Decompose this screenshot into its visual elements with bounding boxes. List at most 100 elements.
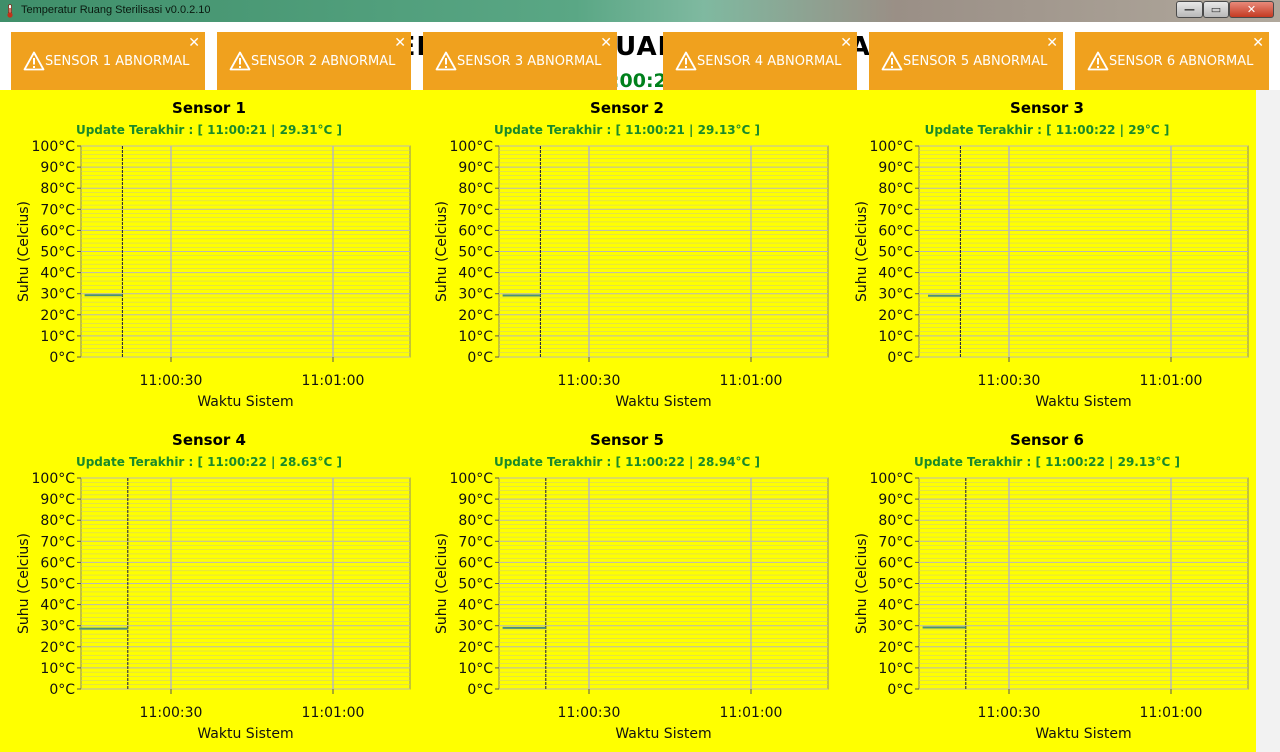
warning-triangle-icon <box>229 51 251 71</box>
alert-text: SENSOR 4 ABNORMAL <box>697 54 842 69</box>
y-tick-label: 0°C <box>467 682 493 698</box>
alert-sensor-3: SENSOR 3 ABNORMAL ✕ <box>423 32 617 90</box>
close-window-button[interactable]: ✕ <box>1229 1 1274 18</box>
chart-subtitle: Update Terakhir : [ 11:00:21 | 29.31°C ] <box>75 123 343 137</box>
close-alert-button[interactable]: ✕ <box>188 35 200 51</box>
y-axis-label: Suhu (Celcius) <box>16 533 32 634</box>
x-tick-label: 11:00:30 <box>978 373 1041 389</box>
y-tick-label: 20°C <box>40 640 75 656</box>
x-axis-label: Waktu Sistem <box>197 394 293 410</box>
title-bar[interactable]: Temperatur Ruang Sterilisasi v0.0.2.10 —… <box>0 0 1280 22</box>
y-tick-label: 10°C <box>458 661 493 677</box>
y-tick-label: 30°C <box>878 287 913 303</box>
y-tick-label: 60°C <box>878 223 913 239</box>
y-tick-label: 60°C <box>458 555 493 571</box>
y-tick-label: 20°C <box>878 640 913 656</box>
warning-triangle-icon <box>881 51 903 71</box>
y-tick-label: 80°C <box>878 513 913 529</box>
y-tick-label: 30°C <box>458 619 493 635</box>
close-alert-button[interactable]: ✕ <box>394 35 406 51</box>
warning-triangle-icon <box>435 51 457 71</box>
y-tick-label: 20°C <box>458 640 493 656</box>
y-tick-label: 80°C <box>458 513 493 529</box>
y-tick-label: 60°C <box>40 223 75 239</box>
y-tick-label: 30°C <box>878 619 913 635</box>
alert-sensor-1: SENSOR 1 ABNORMAL ✕ <box>11 32 205 90</box>
chart-title: Sensor 5 <box>590 431 664 449</box>
alert-sensor-2: SENSOR 2 ABNORMAL ✕ <box>217 32 411 90</box>
y-tick-label: 100°C <box>450 471 494 487</box>
y-tick-label: 70°C <box>878 534 913 550</box>
y-tick-label: 20°C <box>458 308 493 324</box>
y-tick-label: 100°C <box>32 471 76 487</box>
y-tick-label: 0°C <box>887 350 913 366</box>
y-tick-label: 10°C <box>878 329 913 345</box>
close-alert-button[interactable]: ✕ <box>840 35 852 51</box>
y-tick-label: 80°C <box>878 181 913 197</box>
y-tick-label: 70°C <box>458 534 493 550</box>
chart-title: Sensor 6 <box>1010 431 1084 449</box>
sensor-chart: 0°C 10°C 20°C 30°C 40°C 50°C 60°C 70°C 80°C 90°C 1… <box>434 471 829 742</box>
alert-text: SENSOR 2 ABNORMAL <box>251 54 396 69</box>
x-axis-label: Waktu Sistem <box>197 726 293 742</box>
chart-title: Sensor 1 <box>172 99 246 117</box>
y-tick-label: 20°C <box>40 308 75 324</box>
y-tick-label: 90°C <box>458 160 493 176</box>
chart-subtitle: Update Terakhir : [ 11:00:22 | 29.13°C ] <box>913 455 1181 469</box>
x-axis-label: Waktu Sistem <box>615 726 711 742</box>
warning-triangle-icon <box>675 51 697 71</box>
scroll-area <box>1256 90 1280 752</box>
chart-title: Sensor 2 <box>590 99 664 117</box>
y-tick-label: 10°C <box>40 661 75 677</box>
sensor-chart: 0°C 10°C 20°C 30°C 40°C 50°C 60°C 70°C 80°C 90°C 1… <box>854 139 1249 410</box>
alert-text: SENSOR 5 ABNORMAL <box>903 54 1048 69</box>
y-tick-label: 60°C <box>458 223 493 239</box>
y-tick-label: 40°C <box>40 598 75 614</box>
maximize-button[interactable]: ▭ <box>1203 1 1229 18</box>
x-tick-label: 11:01:00 <box>302 705 365 721</box>
sensor-chart: 0°C 10°C 20°C 30°C 40°C 50°C 60°C 70°C 80°C 90°C 1… <box>16 139 411 410</box>
y-tick-label: 100°C <box>870 471 914 487</box>
close-alert-button[interactable]: ✕ <box>1252 35 1264 51</box>
y-tick-label: 10°C <box>878 661 913 677</box>
close-alert-button[interactable]: ✕ <box>600 35 612 51</box>
alert-text: SENSOR 1 ABNORMAL <box>45 54 190 69</box>
chart-title: Sensor 4 <box>172 431 246 449</box>
y-tick-label: 0°C <box>49 350 75 366</box>
alert-sensor-4: SENSOR 4 ABNORMAL ✕ <box>663 32 857 90</box>
y-tick-label: 50°C <box>878 245 913 261</box>
x-tick-label: 11:01:00 <box>1140 373 1203 389</box>
close-alert-button[interactable]: ✕ <box>1046 35 1058 51</box>
y-tick-label: 40°C <box>878 266 913 282</box>
y-tick-label: 50°C <box>878 577 913 593</box>
y-tick-label: 90°C <box>40 492 75 508</box>
y-tick-label: 80°C <box>40 181 75 197</box>
chart-subtitle: Update Terakhir : [ 11:00:21 | 29.13°C ] <box>493 123 761 137</box>
y-tick-label: 30°C <box>40 287 75 303</box>
y-tick-label: 0°C <box>467 350 493 366</box>
sensor-chart: 0°C 10°C 20°C 30°C 40°C 50°C 60°C 70°C 80°C 90°C 1… <box>434 139 829 410</box>
y-tick-label: 20°C <box>878 308 913 324</box>
y-axis-label: Suhu (Celcius) <box>854 533 870 634</box>
window-title: Temperatur Ruang Sterilisasi v0.0.2.10 <box>21 4 211 16</box>
sensor-chart: 0°C 10°C 20°C 30°C 40°C 50°C 60°C 70°C 80°C 90°C 1… <box>16 471 411 742</box>
x-axis-label: Waktu Sistem <box>615 394 711 410</box>
chart-subtitle: Update Terakhir : [ 11:00:22 | 28.94°C ] <box>493 455 761 469</box>
minimize-button[interactable]: — <box>1176 1 1203 18</box>
chart-subtitle: Update Terakhir : [ 11:00:22 | 28.63°C ] <box>75 455 343 469</box>
y-tick-label: 40°C <box>40 266 75 282</box>
y-axis-label: Suhu (Celcius) <box>434 533 450 634</box>
y-tick-label: 50°C <box>40 245 75 261</box>
sensor-chart: 0°C 10°C 20°C 30°C 40°C 50°C 60°C 70°C 80°C 90°C 1… <box>854 471 1249 742</box>
y-axis-label: Suhu (Celcius) <box>854 201 870 302</box>
y-tick-label: 40°C <box>458 266 493 282</box>
y-tick-label: 40°C <box>878 598 913 614</box>
y-tick-label: 0°C <box>887 682 913 698</box>
y-tick-label: 0°C <box>49 682 75 698</box>
x-tick-label: 11:00:30 <box>558 705 621 721</box>
x-tick-label: 11:00:30 <box>140 373 203 389</box>
y-tick-label: 80°C <box>458 181 493 197</box>
y-tick-label: 70°C <box>878 202 913 218</box>
y-tick-label: 10°C <box>40 329 75 345</box>
y-tick-label: 10°C <box>458 329 493 345</box>
